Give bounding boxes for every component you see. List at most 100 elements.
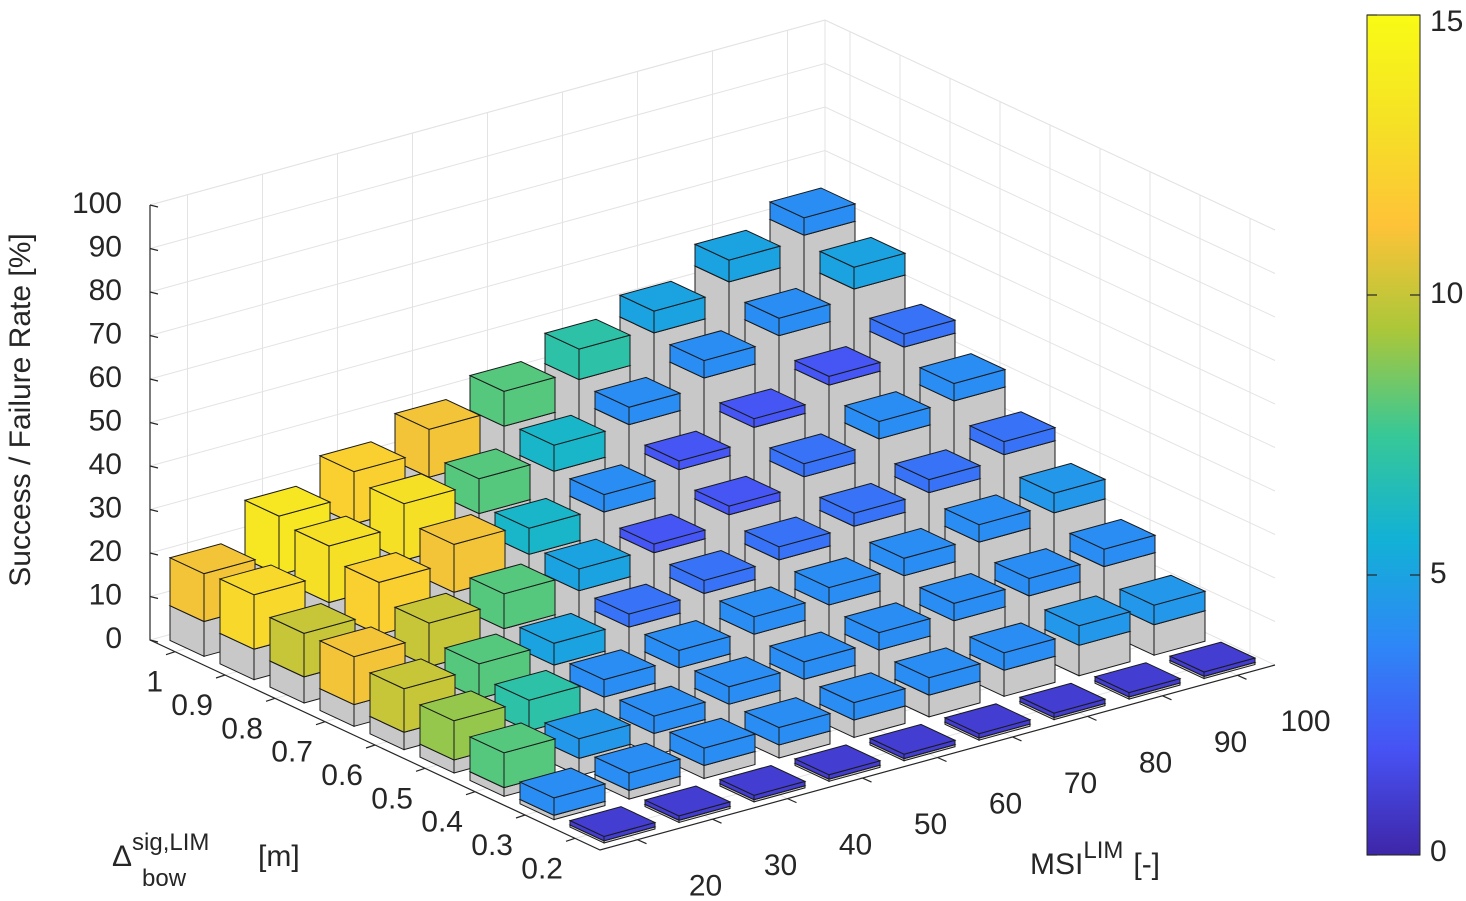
bar-segment bbox=[818, 482, 907, 528]
y-axis-label: Δsig,LIM bow [m] bbox=[112, 829, 300, 892]
bar-face bbox=[868, 527, 957, 559]
bar-face bbox=[468, 563, 557, 595]
y-tick bbox=[565, 837, 576, 842]
bar-face bbox=[793, 557, 882, 589]
z-tick-label: 70 bbox=[89, 317, 122, 350]
bar-face bbox=[743, 287, 832, 319]
z-tick-label: 90 bbox=[89, 230, 122, 263]
z-tick bbox=[149, 421, 159, 426]
bar-face bbox=[768, 631, 857, 663]
grid-line bbox=[574, 218, 1251, 839]
bars bbox=[168, 187, 1257, 844]
y-label-sup: sig,LIM bbox=[132, 829, 209, 856]
bar-segment bbox=[968, 622, 1057, 671]
bar-face bbox=[1168, 641, 1257, 673]
bar-segment bbox=[743, 516, 832, 561]
x-tick bbox=[787, 798, 797, 804]
z-tick-label: 80 bbox=[89, 274, 122, 307]
bar-face bbox=[568, 464, 657, 496]
bar-face bbox=[793, 744, 882, 776]
bar-face bbox=[518, 612, 607, 644]
bar-segment bbox=[643, 785, 732, 822]
bar-face bbox=[543, 538, 632, 570]
x-tick-label: 30 bbox=[764, 849, 797, 882]
bar-face bbox=[1043, 595, 1132, 627]
bar-face bbox=[718, 388, 807, 420]
bar-face bbox=[868, 303, 957, 335]
bar-face bbox=[368, 473, 457, 505]
bar-face bbox=[168, 543, 257, 575]
bar-face bbox=[593, 742, 682, 774]
x-tick bbox=[1162, 695, 1172, 701]
bar-segment bbox=[593, 376, 682, 426]
bar-segment bbox=[943, 494, 1032, 543]
bar-face bbox=[918, 573, 1007, 604]
bar-face bbox=[418, 514, 507, 545]
z-tick-label: 20 bbox=[89, 535, 122, 568]
bar-segment bbox=[693, 229, 782, 283]
y-tick bbox=[165, 651, 176, 656]
x-tick bbox=[937, 756, 947, 763]
bar-segment bbox=[568, 806, 657, 842]
y-tick-label: 0.5 bbox=[371, 782, 413, 815]
bar-face bbox=[418, 690, 507, 722]
bar-face bbox=[668, 550, 757, 581]
bar-segment bbox=[543, 318, 632, 381]
bar-segment bbox=[793, 346, 882, 386]
bar-face bbox=[393, 398, 482, 430]
bar-face bbox=[968, 622, 1057, 654]
bar-segment bbox=[468, 361, 557, 427]
bar-segment bbox=[1018, 462, 1107, 514]
bar-segment bbox=[718, 388, 807, 429]
x-tick-label: 80 bbox=[1139, 746, 1172, 779]
bar-face bbox=[768, 433, 857, 465]
y-tick bbox=[315, 721, 326, 726]
bar-segment bbox=[843, 391, 932, 440]
z-tick-label: 50 bbox=[89, 404, 122, 437]
x-axis-label: MSILIM [-] bbox=[1030, 837, 1160, 881]
bar-segment bbox=[768, 187, 857, 237]
bar-face bbox=[743, 516, 832, 548]
bar-segment bbox=[593, 742, 682, 792]
bar-face bbox=[343, 551, 432, 583]
x-tick-label: 70 bbox=[1064, 767, 1097, 800]
y-tick-label: 0.6 bbox=[321, 759, 363, 792]
x-tick bbox=[1237, 674, 1247, 680]
y-label-sub: bow bbox=[142, 865, 187, 892]
bar-segment bbox=[568, 464, 657, 513]
y-tick-label: 0.7 bbox=[271, 736, 313, 769]
bar-face bbox=[818, 236, 907, 268]
bar-face bbox=[718, 764, 807, 796]
x-tick bbox=[1087, 715, 1097, 721]
colorbar-tick-label: 5 bbox=[1430, 557, 1447, 590]
bar-segment bbox=[993, 548, 1082, 597]
z-tick-label: 10 bbox=[89, 578, 122, 611]
y-tick-label: 0.4 bbox=[421, 806, 463, 839]
bar-face bbox=[893, 647, 982, 679]
bar-segment bbox=[593, 583, 682, 628]
bar-segment bbox=[868, 723, 957, 760]
bar-segment bbox=[568, 649, 657, 698]
bar-segment bbox=[668, 330, 757, 379]
x-tick-label: 50 bbox=[914, 808, 947, 841]
colorbar-ticks: 0 5 10 15 bbox=[1367, 5, 1463, 868]
bar-segment bbox=[1068, 518, 1157, 568]
bar-segment bbox=[693, 656, 782, 705]
bar-face bbox=[993, 548, 1082, 580]
bar-face bbox=[293, 515, 382, 547]
bar-face bbox=[543, 318, 632, 350]
z-tick bbox=[149, 378, 159, 382]
bar-segment bbox=[793, 557, 882, 606]
bar-face bbox=[868, 723, 957, 755]
y-tick bbox=[515, 814, 526, 819]
bar-face bbox=[743, 697, 832, 729]
bar-face bbox=[518, 767, 607, 799]
bar-segment bbox=[543, 538, 632, 592]
bar-segment bbox=[518, 612, 607, 666]
bar-face bbox=[693, 229, 782, 261]
bar-face bbox=[843, 602, 932, 634]
bar-face bbox=[893, 449, 982, 481]
x-tick-label: 90 bbox=[1214, 726, 1247, 759]
bar-face bbox=[618, 280, 707, 312]
